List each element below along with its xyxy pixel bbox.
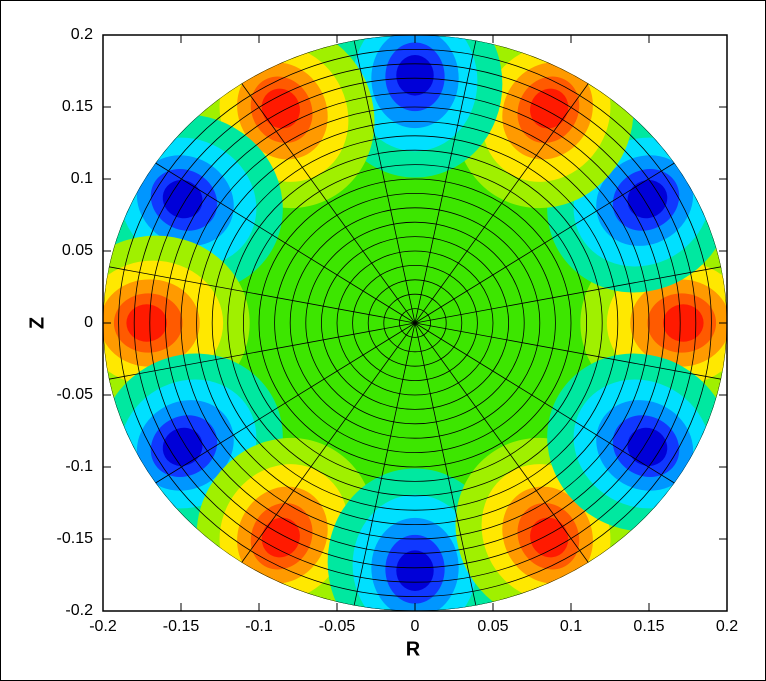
x-tick-label: -0.05	[319, 618, 356, 635]
x-tick-label: 0.05	[477, 618, 508, 635]
contour-band	[396, 55, 434, 96]
mesh-spoke	[108, 266, 416, 324]
contour-band	[261, 517, 300, 558]
mesh	[103, 35, 727, 611]
mesh-ring	[320, 236, 509, 410]
mesh-ring	[227, 149, 603, 497]
mesh-spoke	[108, 322, 416, 380]
y-tick-label: -0.05	[57, 386, 94, 403]
y-tick-label: -0.1	[65, 458, 93, 475]
x-tick-label: 0	[411, 618, 420, 635]
mesh-ring	[305, 221, 525, 425]
mesh-ring	[164, 92, 666, 554]
mesh-ring	[133, 63, 697, 583]
x-tick-label: 0.15	[633, 618, 664, 635]
mesh-spoke	[155, 162, 416, 324]
mesh-spoke	[414, 266, 722, 324]
mesh-ring	[289, 207, 541, 439]
y-tick-label: 0.1	[71, 170, 93, 187]
x-tick-label: -0.15	[163, 618, 200, 635]
mesh-ring	[180, 106, 650, 540]
contour-band	[530, 517, 569, 558]
mesh-spoke	[414, 322, 477, 606]
contour-band	[261, 88, 300, 129]
mesh-ring	[258, 178, 572, 468]
mesh-ring	[196, 120, 634, 526]
mesh-spoke	[155, 322, 416, 484]
y-tick-label: -0.2	[65, 602, 93, 619]
y-tick-label: -0.15	[57, 530, 94, 547]
mesh-ring	[352, 264, 478, 381]
y-tick-label: 0.15	[62, 98, 93, 115]
x-axis-label: R	[406, 638, 421, 660]
y-axis-label: Z	[26, 317, 48, 329]
mesh-spoke	[414, 83, 589, 324]
contour-band	[126, 304, 167, 342]
mesh-spoke	[414, 322, 589, 563]
y-tick-label: 0	[84, 314, 93, 331]
x-tick-label: -0.2	[89, 618, 117, 635]
mesh-spoke	[241, 322, 416, 563]
mesh-ring	[336, 250, 494, 396]
mesh-ring	[383, 293, 447, 353]
mesh-spoke	[414, 162, 675, 324]
y-tick-label: 0.05	[62, 242, 93, 259]
contour-band	[530, 88, 569, 129]
mesh-ring	[149, 77, 681, 569]
x-tick-label: 0.1	[560, 618, 582, 635]
mesh-spoke	[353, 322, 416, 606]
mesh-spoke	[414, 322, 675, 484]
mesh-ring	[398, 308, 431, 338]
mesh-ring	[211, 135, 619, 511]
x-tick-label: -0.1	[245, 618, 273, 635]
mesh-ring	[118, 48, 712, 598]
mesh-spoke	[414, 40, 477, 324]
mesh-ring	[242, 164, 588, 482]
contour-band	[396, 550, 434, 591]
contour-band	[663, 304, 704, 342]
mesh-ring	[367, 279, 463, 367]
x-tick-label: 0.2	[716, 618, 738, 635]
mesh-ring	[274, 192, 556, 454]
mesh-spoke	[353, 40, 416, 324]
y-tick-label: 0.2	[71, 26, 93, 43]
mesh-spoke	[414, 322, 722, 380]
mesh-spoke	[241, 83, 416, 324]
